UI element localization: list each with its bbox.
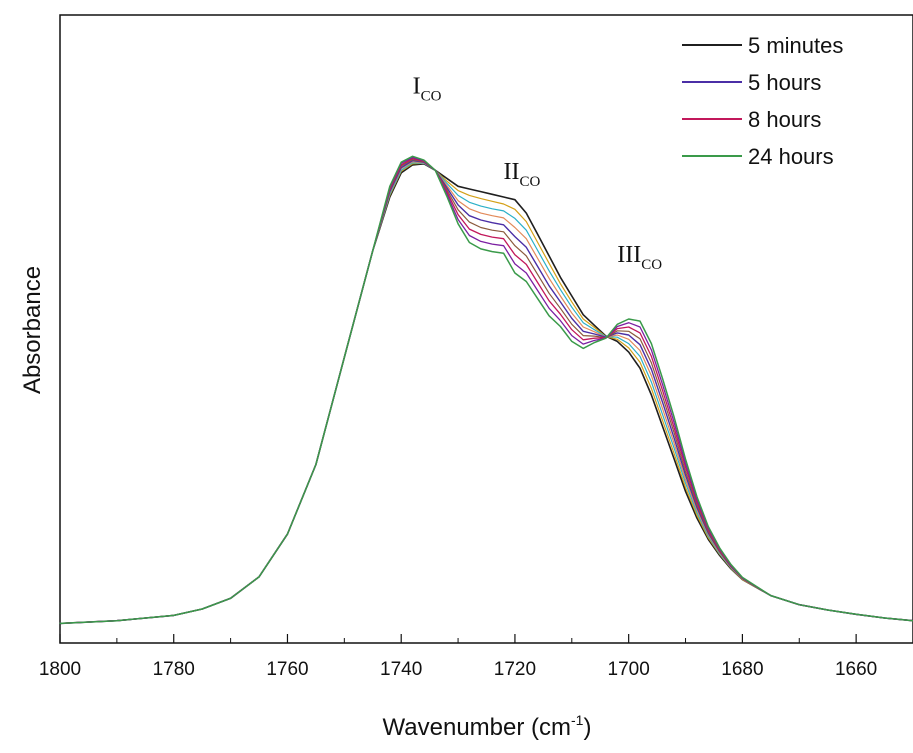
- series-line: [59, 156, 913, 625]
- peak-label: ICO: [413, 73, 442, 104]
- series-line: [59, 161, 913, 625]
- series-line: [59, 155, 913, 625]
- x-tick-label: 1680: [721, 659, 763, 680]
- series-line: [59, 162, 913, 625]
- series-line: [59, 159, 913, 625]
- legend-label: 5 hours: [748, 70, 821, 95]
- plot-frame: [59, 14, 913, 644]
- peak-annotations: ICO IICO IIICO: [413, 73, 663, 273]
- legend: 5 minutes 5 hours 8 hours 24 hours: [682, 33, 843, 169]
- legend-label: 24 hours: [748, 144, 834, 169]
- x-axis-title-sup: -1: [571, 712, 584, 728]
- x-tick-label: 1700: [608, 659, 650, 680]
- series-line: [59, 162, 913, 625]
- series-line: [59, 163, 913, 625]
- x-tick-label: 1740: [380, 659, 422, 680]
- peak-label: IIICO: [617, 242, 662, 273]
- legend-label: 5 minutes: [748, 33, 843, 58]
- spectra-series: [59, 155, 913, 625]
- legend-label: 8 hours: [748, 107, 821, 132]
- x-tick-label: 1780: [153, 659, 195, 680]
- x-tick-label: 1760: [266, 659, 308, 680]
- series-line: [59, 159, 913, 625]
- x-tick-label: 1720: [494, 659, 536, 680]
- x-axis-title-main: Wavenumber (cm: [383, 714, 571, 741]
- x-tick-label: 1660: [835, 659, 877, 680]
- x-axis-title-suffix: ): [583, 714, 591, 741]
- x-axis-title: Wavenumber (cm-1): [383, 712, 592, 741]
- x-axis-ticks: 1800 1780 1760 1740 1720 1700 1680 1660: [39, 634, 877, 680]
- peak-label: IICO: [504, 159, 541, 190]
- x-tick-label: 1800: [39, 659, 81, 680]
- y-axis-title: Absorbance: [19, 266, 46, 394]
